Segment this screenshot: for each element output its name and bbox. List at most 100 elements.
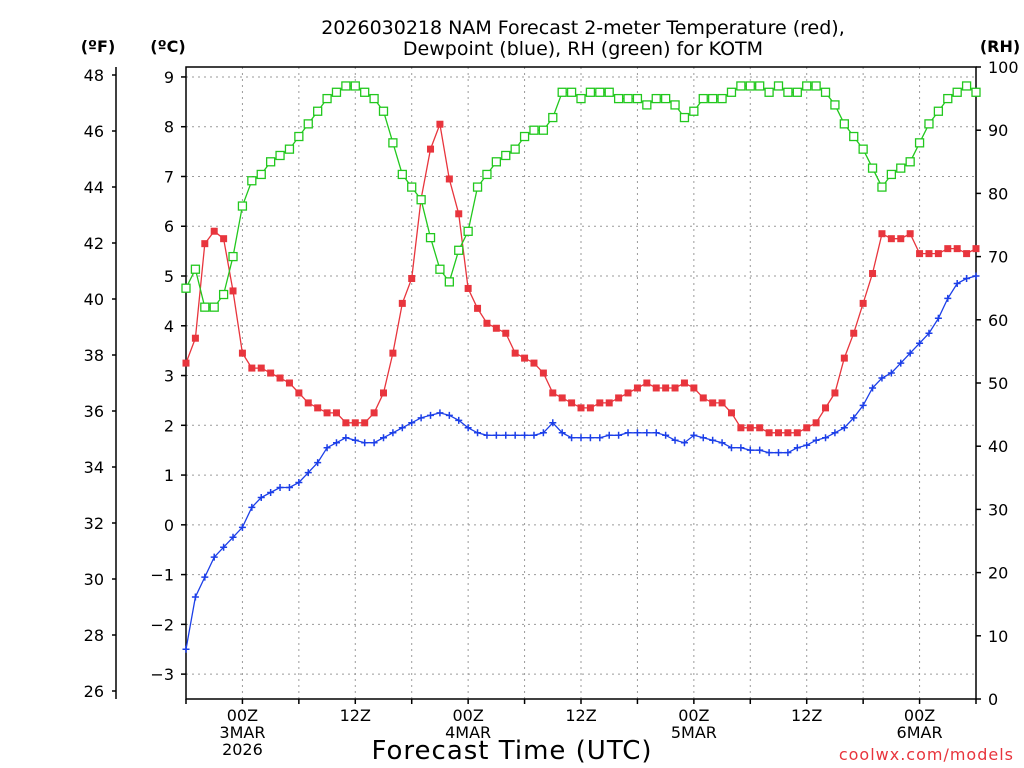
- dewpoint-point: [238, 523, 246, 531]
- time-tick-label: 6MAR: [897, 723, 943, 742]
- celsius-tick: 9: [164, 68, 174, 87]
- rh-point: [961, 81, 972, 91]
- x-axis-label: Forecast Time (UTC): [371, 736, 652, 766]
- celsius-tick: 4: [164, 317, 174, 336]
- rh-point: [679, 112, 690, 123]
- temperature-point: [690, 384, 698, 392]
- rh-point: [726, 87, 737, 97]
- temperature-point: [577, 404, 585, 412]
- rh-point: [886, 169, 897, 180]
- dewpoint-point: [746, 446, 754, 454]
- celsius-tick: −1: [150, 566, 174, 585]
- rh-point: [218, 289, 229, 300]
- dewpoint-point: [803, 441, 811, 449]
- dewpoint-point: [210, 553, 218, 561]
- gridlines: [186, 67, 976, 699]
- rh-unit-label: (RH): [980, 37, 1020, 56]
- temperature-point: [727, 409, 735, 417]
- celsius-tick: 6: [164, 217, 174, 236]
- rh-point: [331, 87, 342, 97]
- dewpoint-point: [605, 431, 613, 439]
- time-tick-label: 12Z: [565, 706, 596, 725]
- rh-point: [755, 81, 765, 91]
- dewpoint-point: [464, 424, 472, 432]
- rh-tick: 90: [988, 121, 1008, 140]
- celsius-unit-label: (ºC): [150, 37, 185, 56]
- dewpoint-point: [389, 429, 397, 437]
- rh-point: [501, 150, 511, 161]
- temperature-point: [248, 364, 256, 372]
- rh-point: [237, 201, 248, 211]
- temperature-point: [897, 235, 905, 243]
- data-series: [181, 81, 981, 653]
- time-tick-label: 00Z: [227, 706, 258, 725]
- temperature-point: [953, 245, 961, 253]
- temperature-point: [445, 175, 453, 183]
- dewpoint-point: [201, 573, 209, 581]
- dewpoint-point: [944, 294, 952, 302]
- celsius-tick: 1: [164, 466, 174, 485]
- rh-point: [642, 100, 652, 110]
- fahrenheit-tick: 30: [84, 570, 104, 589]
- temperature-point: [558, 394, 566, 402]
- temperature-point: [351, 419, 359, 427]
- rh-tick: 70: [988, 248, 1008, 267]
- dewpoint-point: [615, 431, 623, 439]
- rh-point: [519, 131, 530, 142]
- temperature-point: [304, 399, 312, 407]
- temperature-point: [680, 379, 688, 387]
- dewpoint-point: [793, 444, 801, 452]
- rh-point: [689, 106, 699, 116]
- rh-point: [717, 93, 727, 104]
- fahrenheit-tick: 46: [84, 122, 104, 141]
- time-tick-label: 3MAR: [219, 723, 265, 742]
- rh-point: [764, 87, 774, 97]
- temperature-point: [963, 250, 971, 258]
- temperature-point: [323, 409, 331, 417]
- credit-text: coolwx.com/models: [839, 745, 1014, 764]
- temperature-point: [464, 284, 472, 292]
- fahrenheit-tick: 28: [84, 626, 104, 645]
- temperature-point: [408, 274, 416, 282]
- dewpoint-point: [427, 411, 435, 419]
- dewpoint-point: [934, 314, 942, 322]
- dewpoint-point: [483, 431, 491, 439]
- rh-point: [933, 106, 944, 116]
- dewpoint-point: [859, 401, 867, 409]
- dewpoint-point: [690, 431, 698, 439]
- fahrenheit-axis: 48 46 44 42 40 38 36 34 32 30 28 26: [84, 66, 116, 701]
- dewpoint-point: [718, 439, 726, 447]
- dewpoint-point: [869, 384, 877, 392]
- dewpoint-point: [314, 459, 322, 467]
- rh-tick: 60: [988, 311, 1008, 330]
- dewpoint-point: [624, 429, 632, 437]
- rh-point: [454, 245, 464, 255]
- rh-point: [463, 226, 473, 236]
- rh-point: [190, 264, 201, 274]
- rh-point: [585, 87, 596, 97]
- rh-tick: 100: [988, 58, 1019, 77]
- rh-point: [830, 100, 840, 110]
- temperature-point: [605, 399, 613, 407]
- temperature-point: [775, 429, 782, 437]
- dewpoint-point: [332, 439, 340, 447]
- time-tick-label: 2026: [222, 740, 263, 759]
- rh-point: [604, 87, 614, 97]
- rh-point: [322, 93, 332, 104]
- dewpoint-point: [511, 431, 519, 439]
- dewpoint-point: [445, 411, 453, 419]
- time-tick-label: 00Z: [678, 706, 709, 725]
- temperature-point: [521, 354, 529, 362]
- temperature-point: [586, 404, 594, 412]
- temperature-point: [276, 374, 284, 382]
- temperature-point: [530, 359, 538, 367]
- dewpoint-point: [822, 434, 830, 442]
- rh-point: [444, 277, 454, 287]
- temperature-point: [972, 245, 980, 253]
- dewpoint-point: [295, 479, 303, 487]
- dewpoint-point: [521, 431, 529, 439]
- temperature-point: [737, 424, 745, 432]
- celsius-tick: −3: [150, 665, 174, 684]
- rh-point: [877, 182, 887, 192]
